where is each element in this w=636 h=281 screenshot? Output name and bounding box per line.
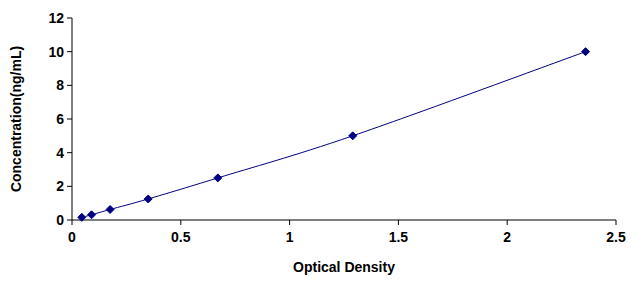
x-tick: [398, 220, 399, 225]
x-tick: [616, 220, 617, 225]
point: [349, 132, 357, 140]
x-tick: [507, 220, 508, 225]
x-tick: [72, 220, 73, 225]
point: [144, 195, 152, 203]
x-tick-label: 2: [503, 229, 511, 245]
x-tick: [289, 220, 290, 225]
y-tick: [67, 85, 72, 86]
y-tick-label: 2: [56, 178, 64, 194]
y-tick-label: 6: [56, 111, 64, 127]
y-axis-title: Concentration(ng/mL): [8, 46, 24, 192]
x-tick-label: 0.5: [171, 229, 191, 245]
chart: 0 2 4 6 8 10 12 0 0.5 1 1.5 2 2.5 Optical Density Conc…: [0, 0, 636, 281]
y-tick-label: 10: [48, 44, 64, 60]
plot-area: [78, 48, 590, 222]
y-tick-label: 8: [56, 77, 64, 93]
point: [88, 211, 96, 219]
y-tick-label: 4: [56, 145, 64, 161]
point: [78, 213, 86, 221]
curve: [82, 52, 586, 218]
y-tick: [67, 119, 72, 120]
x-tick-label: 2.5: [606, 229, 626, 245]
y-tick: [67, 18, 72, 19]
point: [214, 174, 222, 182]
x-tick-label: 1.5: [389, 229, 409, 245]
point: [106, 205, 114, 213]
y-tick-label: 0: [56, 212, 64, 228]
y-tick: [67, 220, 72, 221]
point: [582, 48, 590, 56]
x-axis-title: Optical Density: [293, 259, 395, 275]
y-tick: [67, 186, 72, 187]
x-tick-label: 0: [68, 229, 76, 245]
y-tick: [67, 51, 72, 52]
y-tick-label: 12: [48, 10, 64, 26]
x-tick-label: 1: [286, 229, 294, 245]
x-tick: [180, 220, 181, 225]
y-tick: [67, 152, 72, 153]
x-axis: [72, 220, 616, 221]
